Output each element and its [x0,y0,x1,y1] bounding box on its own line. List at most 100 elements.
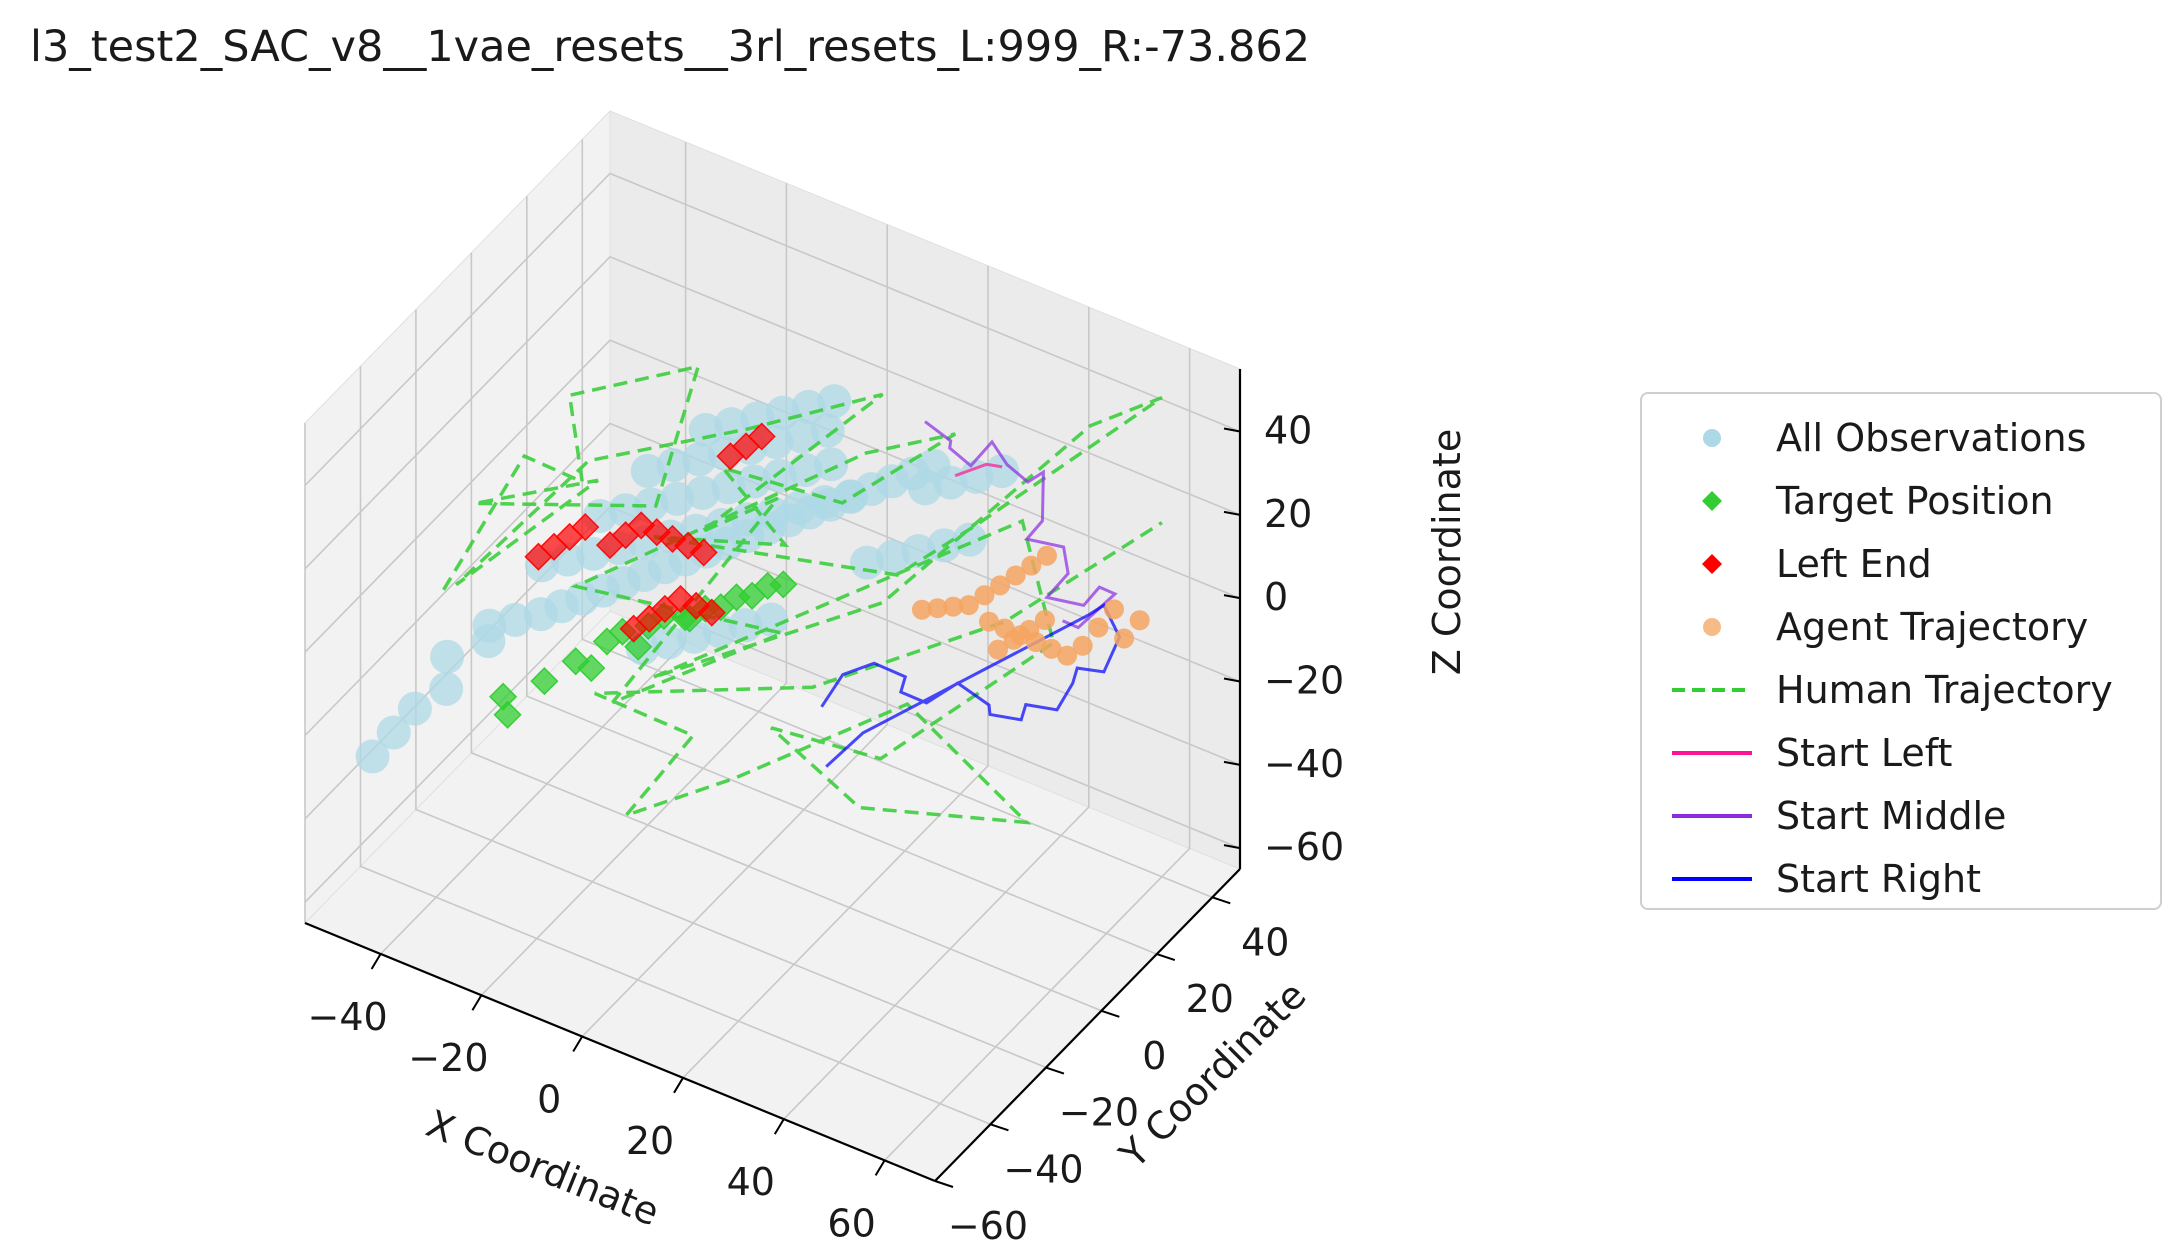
y-grid-line [581,139,1213,899]
agent-trajectory-point [1034,609,1055,630]
observation-point [875,539,910,574]
observation-point [711,470,746,505]
x-tick [471,994,483,1011]
legend-item: Start Left [1642,723,2160,783]
legend: All Observations Target Position Left End A… [1640,392,2162,910]
agent-trajectory-point [1072,635,1093,656]
legend-item: All Observations [1642,408,2160,468]
observation-point [429,671,464,706]
observation-point [498,602,533,637]
agent-trajectory-point [958,595,979,616]
observation-point [714,407,749,442]
agent-trajectory-point [1129,610,1150,631]
agent-trajectory-point [1114,628,1135,649]
agent-trajectory-point [911,599,932,620]
start-left-line [954,462,1003,478]
legend-item: Start Right [1642,849,2160,909]
legend-label: Agent Trajectory [1776,605,2089,649]
z-tick [1223,594,1241,600]
x-tick [572,1036,584,1053]
y-tick [1101,1009,1120,1018]
target-position-marker [769,570,798,599]
x-tick-label: 20 [626,1119,674,1163]
z-tick-label: −60 [1264,825,1344,869]
observation-point [784,419,819,454]
data-layer [355,364,1163,825]
z-grid-line [304,339,1241,653]
legend-label: Start Left [1776,731,1953,775]
target-position-marker [577,654,606,683]
agent-trajectory-point [1003,629,1024,650]
agent-trajectory-point [990,575,1011,596]
x-tick [773,1118,785,1135]
y-axis-line [934,868,1241,1182]
observation-point [781,490,816,525]
z-tick-label: 20 [1264,492,1312,536]
x-tick [874,1159,886,1176]
legend-symbol [1703,618,1721,636]
agent-trajectory-point [1088,617,1109,638]
x-grid-line [783,307,1090,1120]
legend-symbol [1672,877,1752,881]
observation-point [907,471,942,506]
left-end-marker [689,538,718,567]
agent-trajectory-point [927,598,948,619]
z-tick [1223,844,1241,850]
legend-item: Target Position [1642,471,2160,531]
agent-trajectory-point [974,585,995,606]
z-tick-label: 40 [1264,409,1312,453]
agent-trajectory-point [1057,645,1078,666]
tick-marks [370,427,1241,1188]
y-grid-line [525,196,1158,955]
observation-point [817,384,852,419]
agent-trajectory-point [1036,545,1057,566]
z-tick [1223,760,1241,766]
legend-item: Human Trajectory [1642,660,2160,720]
legend-label: Human Trajectory [1776,668,2113,712]
start-middle-line [924,420,1118,630]
legend-label: Target Position [1776,479,2054,523]
legend-symbol [1702,491,1722,511]
grid-lines [304,139,1241,1182]
x-tick-label: 0 [537,1078,561,1122]
x-grid-line [480,183,788,996]
y-tick [990,1123,1009,1132]
left-end-marker [619,614,648,643]
observation-point [810,413,845,448]
y-tick [1045,1066,1065,1075]
observation-point [756,496,791,531]
x-tick [370,953,382,970]
observation-point [762,458,797,493]
axis-lines [304,369,1242,1183]
agent-trajectory-point [1103,599,1124,620]
legend-item: Start Middle [1642,786,2160,846]
y-grid-line [470,252,1102,1012]
left-end-marker [697,598,726,627]
observation-point [833,479,868,514]
observation-point [814,447,849,482]
observation-point [355,739,390,774]
observation-point [737,464,772,499]
y-tick-label: −40 [1003,1147,1083,1191]
legend-symbol [1703,429,1721,447]
x-axis-line [304,921,936,1183]
x-tick-label: −20 [408,1036,488,1080]
y-tick-label: −20 [1059,1091,1139,1135]
y-tick-label: 40 [1241,920,1289,964]
human-trajectory-line [442,364,1163,825]
observation-point [471,624,506,659]
agent-trajectory-point [943,596,964,617]
observation-point [959,459,994,494]
observation-point [985,454,1020,489]
legend-label: Start Right [1776,857,1981,901]
x-tick-label: 60 [827,1201,875,1245]
y-tick-label: 0 [1142,1034,1166,1078]
z-tick-label: 0 [1264,575,1288,619]
y-grid-line [359,366,991,1126]
y-tick-label: 20 [1186,977,1234,1021]
observation-point [659,481,694,516]
legend-label: All Observations [1776,416,2087,460]
agent-trajectory-point [1005,565,1026,586]
y-tick [1156,953,1176,962]
